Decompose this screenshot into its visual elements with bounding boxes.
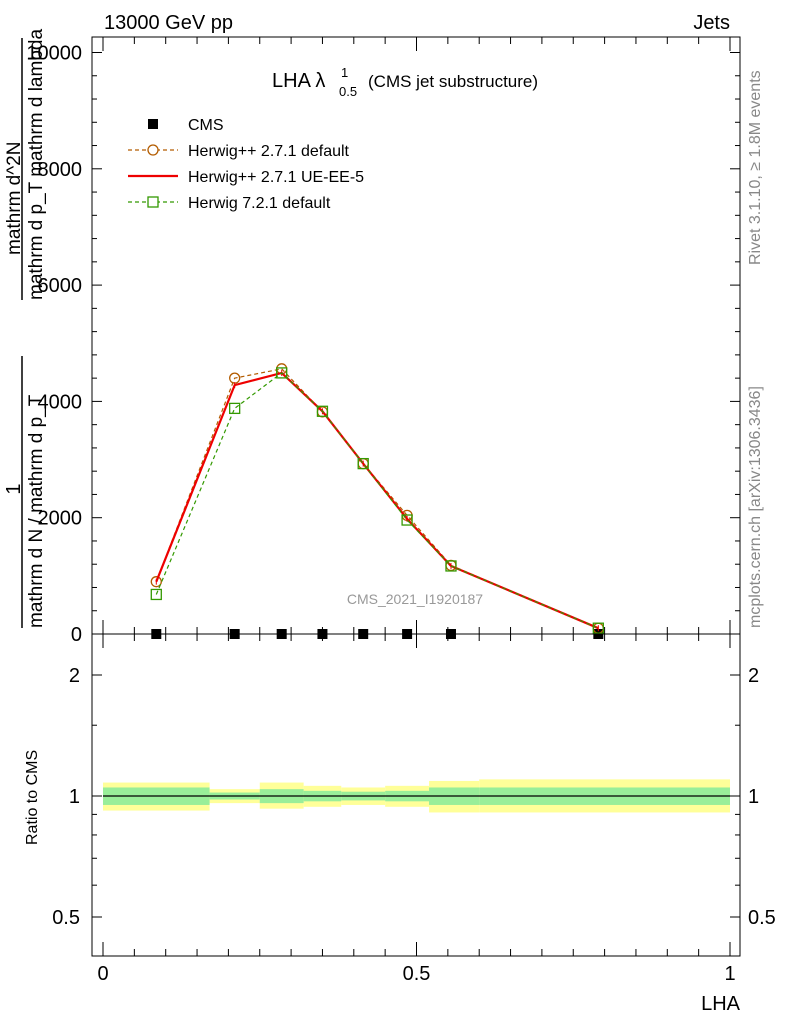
ratio-plot-panel: 0.5 0.51 12 2 0 0.5 1 Ratio to CMS LHA xyxy=(24,633,776,1015)
plot-title: LHA λ 1 0.5 (CMS jet substructure) xyxy=(272,65,538,99)
main-y-axis: 0 2000 4000 6000 8000 10000 xyxy=(26,43,740,646)
ratio-x-axis: 0 0.5 1 xyxy=(97,634,736,985)
title-suffix: (CMS jet substructure) xyxy=(368,72,538,91)
ratio-y-tick-label: 1 xyxy=(69,786,80,808)
ylabel-frac-num: 1 xyxy=(3,483,25,494)
ylabel-rhs-den: mathrm d p_T mathrm d lambda xyxy=(26,29,47,300)
title-sup: 1 xyxy=(341,65,348,80)
y-tick-label: 6000 xyxy=(38,275,83,297)
ylabel-frac-den: mathrm d N / mathrm d p_T xyxy=(26,394,47,628)
series-point-herwig-7-2-1-default xyxy=(316,405,329,417)
y-tick-label: 4000 xyxy=(38,391,83,413)
series-point-herwig-7-2-1-default xyxy=(401,514,413,526)
series-point-herwig-7-2-1-default xyxy=(592,622,604,634)
legend-label-cms: CMS xyxy=(188,117,224,134)
title-main: LHA λ xyxy=(272,70,325,92)
title-sub: 0.5 xyxy=(339,84,357,99)
ratio-y-tick-label-right: 2 xyxy=(748,665,759,687)
header-left: 13000 GeV pp xyxy=(104,12,233,34)
series-point-herwig-2-7-1-default xyxy=(150,576,162,588)
x-axis-label: LHA xyxy=(701,993,741,1015)
series-point-herwig-7-2-1-default xyxy=(445,560,457,572)
ratio-y-label: Ratio to CMS xyxy=(24,750,41,845)
ratio-y-tick-label: 0.5 xyxy=(52,907,80,929)
ratio-y-tick-label: 2 xyxy=(69,665,80,687)
ratio-bands xyxy=(103,779,730,813)
series-point-herwig-7-2-1-default xyxy=(357,457,369,470)
series-point-herwig-7-2-1-default xyxy=(150,588,162,601)
series-line-herwig-2-7-1-ue-ee-5 xyxy=(155,371,599,630)
svg-text:LHA λ: LHA λ xyxy=(272,70,325,92)
legend-marker-herwig-7-2-1-default xyxy=(147,196,159,208)
legend-marker-cms xyxy=(148,119,158,129)
mcplots-label: mcplots.cern.ch [arXiv:1306.3436] xyxy=(747,386,764,628)
legend-marker-herwig-2-7-1-default xyxy=(147,144,159,156)
series-line-herwig-7-2-1-default xyxy=(155,372,599,629)
x-tick-label: 0.5 xyxy=(403,963,431,985)
ratio-y-tick-label-right: 1 xyxy=(748,786,759,808)
header-right: Jets xyxy=(693,12,730,34)
legend: CMS Herwig++ 2.7.1 default Herwig++ 2.7.1 … xyxy=(128,117,364,212)
series-point-herwig-7-2-1-default xyxy=(276,367,288,379)
main-plot-panel: 0 2000 4000 6000 8000 10000 LHA λ 1 0.5 (CMS … xyxy=(26,36,741,646)
analysis-watermark: CMS_2021_I1920187 xyxy=(347,591,483,607)
x-tick-label: 1 xyxy=(724,963,735,985)
y-tick-label: 2000 xyxy=(38,508,83,530)
series-line-herwig-2-7-1-default xyxy=(155,368,599,629)
ylabel-rhs-num: mathrm d^2N xyxy=(4,142,25,255)
main-y-label: 1 mathrm d N / mathrm d p_T mathrm d^2N … xyxy=(3,29,47,628)
ratio-y-tick-label-right: 0.5 xyxy=(748,907,776,929)
ratio-y-axis: 0.5 0.5 1 1 2 2 xyxy=(52,665,776,929)
series-point-herwig-7-2-1-default xyxy=(229,402,241,415)
y-tick-label: 10000 xyxy=(26,43,82,65)
legend-label-herwig-7-2-1-default: Herwig 7.2.1 default xyxy=(188,195,331,212)
y-tick-label: 0 xyxy=(71,624,82,646)
x-tick-label: 0 xyxy=(97,963,108,985)
legend-label-herwig-2-7-1-ue-ee-5: Herwig++ 2.7.1 UE-EE-5 xyxy=(188,169,364,186)
y-tick-label: 8000 xyxy=(38,159,83,181)
rivet-label: Rivet 3.1.10, ≥ 1.8M events xyxy=(747,70,764,265)
legend-label-herwig-2-7-1-default: Herwig++ 2.7.1 default xyxy=(188,143,350,160)
